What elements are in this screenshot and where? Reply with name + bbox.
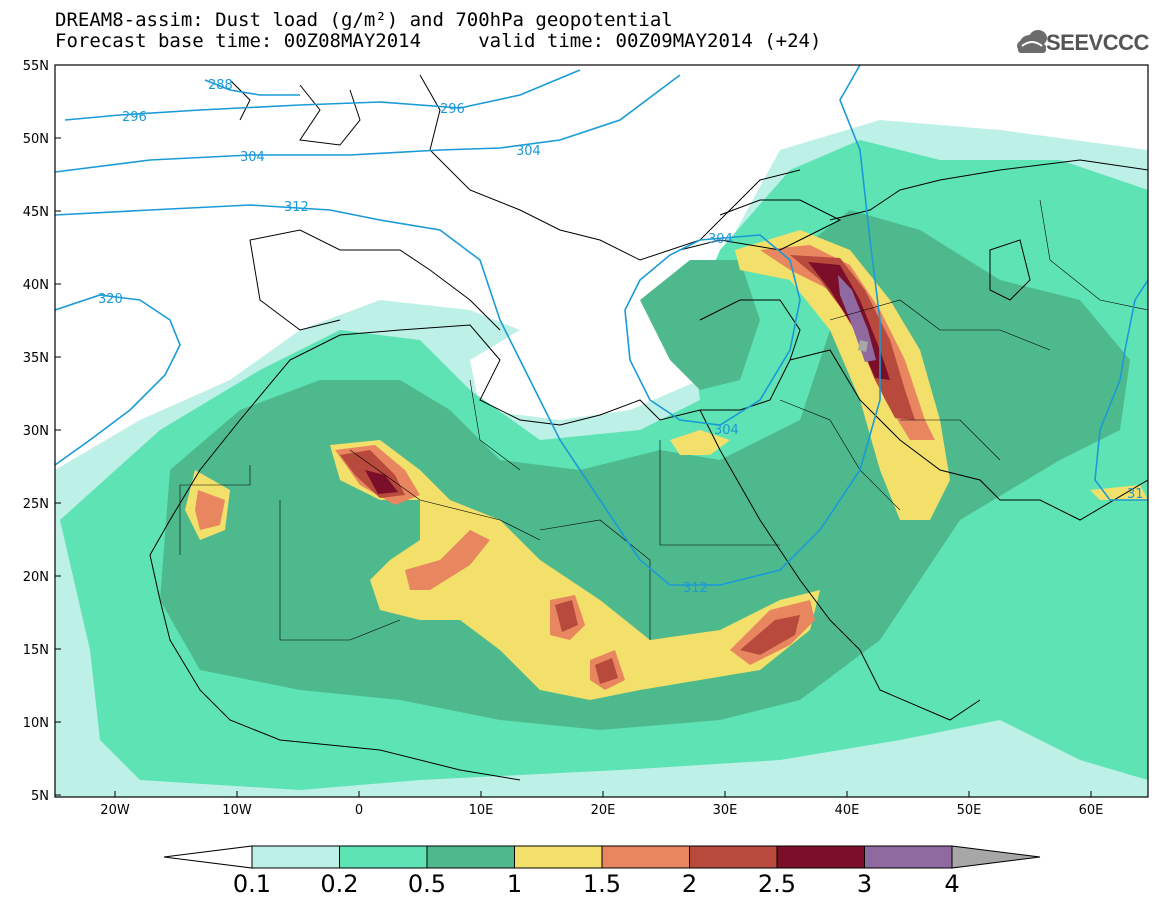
lat-label: 50N <box>23 132 49 147</box>
chart-title: DREAM8-assim: Dust load (g/m²) and 700hP… <box>55 9 673 31</box>
contour-label: 304 <box>516 144 541 159</box>
colorbar-label: 2.5 <box>758 870 796 898</box>
lat-label: 10N <box>23 716 49 731</box>
colorbar-swatch <box>426 845 515 869</box>
lon-label: 60E <box>1079 803 1104 818</box>
forecast-time: Forecast base time: 00Z08MAY2014 valid t… <box>55 30 822 52</box>
colorbar-low-triangle <box>163 845 253 869</box>
longitude-labels: 20W 10W 0 10E 20E 30E 40E 50E 60E <box>100 803 1103 818</box>
contour-label: 312 <box>284 200 309 215</box>
colorbar-high-triangle <box>951 845 1041 869</box>
contour-label: 304 <box>240 150 265 165</box>
cloud-logo-icon <box>1017 30 1047 53</box>
colorbar-swatch <box>339 845 428 869</box>
colorbar-label: 0.2 <box>320 870 358 898</box>
geopotential-contours <box>55 65 1148 586</box>
lon-label: 30E <box>713 803 738 818</box>
latitude-labels: 55N 50N 45N 40N 35N 30N 25N 20N 15N 10N … <box>23 59 49 804</box>
colorbar-swatch <box>776 845 865 869</box>
lat-label: 25N <box>23 497 49 512</box>
colorbar-label: 1 <box>507 870 522 898</box>
contour-labels: 288 296 296 304 304 304 312 320 304 312 … <box>98 78 1144 596</box>
contour-label: 296 <box>122 110 147 125</box>
country-borders <box>179 199 1148 641</box>
axis-ticks <box>55 64 1092 797</box>
lon-label: 40E <box>835 803 860 818</box>
lat-label: 30N <box>23 424 49 439</box>
colorbar-label: 2 <box>682 870 697 898</box>
lat-label: 45N <box>23 205 49 220</box>
lat-label: 20N <box>23 570 49 585</box>
colorbar: 0.1 0.2 0.5 1 1.5 2 2.5 3 4 <box>163 845 1041 898</box>
dust-fields <box>55 120 1148 797</box>
lat-label: 5N <box>31 789 49 804</box>
colorbar-label: 3 <box>857 870 872 898</box>
colorbar-swatch <box>514 845 603 869</box>
contour-label: 304 <box>708 232 733 247</box>
colorbar-swatch <box>251 845 340 869</box>
lat-label: 40N <box>23 278 49 293</box>
contour-label: 288 <box>208 78 233 93</box>
colorbar-swatch <box>689 845 778 869</box>
contour-label: 312 <box>683 581 708 596</box>
lon-label: 50E <box>957 803 982 818</box>
lat-label: 15N <box>23 643 49 658</box>
lon-label: 20W <box>100 803 130 818</box>
lon-label: 20E <box>591 803 616 818</box>
colorbar-label: 0.5 <box>408 870 446 898</box>
contour-label: 31 <box>1127 487 1144 502</box>
coastlines <box>149 74 1148 781</box>
contour-label: 320 <box>98 292 123 307</box>
colorbar-swatch <box>864 845 953 869</box>
contour-label: 304 <box>714 423 739 438</box>
contour-label: 296 <box>440 102 465 117</box>
colorbar-label: 0.1 <box>233 870 271 898</box>
colorbar-label: 1.5 <box>583 870 621 898</box>
lon-label: 10W <box>222 803 252 818</box>
colorbar-label: 4 <box>944 870 959 898</box>
lat-label: 55N <box>23 59 49 74</box>
map-frame <box>54 64 1149 798</box>
lon-label: 0 <box>355 803 363 818</box>
colorbar-swatch <box>601 845 690 869</box>
lat-label: 35N <box>23 351 49 366</box>
logo-text: SEEVCCC <box>1046 30 1149 55</box>
lon-label: 10E <box>469 803 494 818</box>
